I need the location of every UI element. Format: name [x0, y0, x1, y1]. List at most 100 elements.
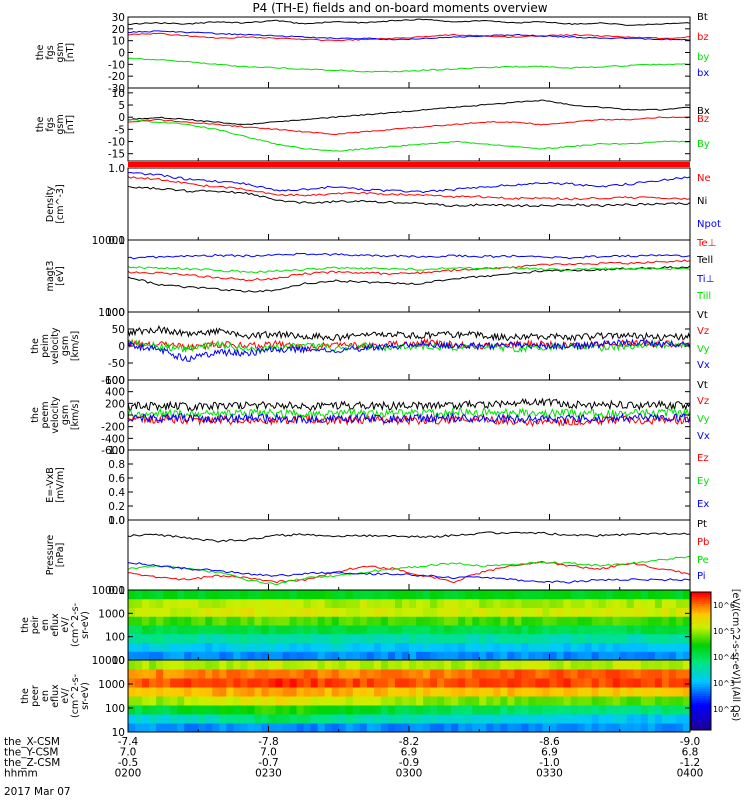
heat-cell: [640, 598, 649, 608]
heat-cell: [437, 616, 445, 626]
heat-cell: [191, 598, 199, 608]
heat-cell: [191, 669, 199, 679]
heat-cell: [149, 687, 157, 697]
heat-cell: [331, 651, 340, 661]
heat-cell: [465, 678, 473, 688]
heat-cell: [626, 616, 635, 626]
heat-cell: [472, 625, 480, 635]
heat-cell: [345, 616, 354, 626]
heat-cell: [310, 642, 319, 652]
heat-cell: [451, 696, 459, 706]
heat-cell: [493, 598, 501, 608]
x-row-value: 6.9: [401, 747, 418, 759]
y-tick-label: 0: [118, 112, 125, 124]
heat-cell: [619, 607, 628, 617]
heat-cell: [177, 660, 185, 670]
heat-cell: [570, 642, 579, 652]
heat-cell: [556, 696, 565, 706]
heat-cell: [535, 633, 543, 643]
heat-cell: [591, 633, 600, 643]
heat-cell: [640, 633, 649, 643]
y-axis-label: peim: [40, 334, 51, 358]
heat-cell: [352, 714, 361, 724]
heat-cell: [394, 660, 403, 670]
heat-cell: [661, 714, 670, 724]
y-tick-label: 10000: [92, 585, 125, 597]
heat-cell: [619, 625, 628, 635]
colorbar-tick-label: 10^2: [713, 705, 735, 714]
x-row-value: 6.8: [682, 747, 699, 759]
heat-cell: [479, 651, 487, 661]
heat-cell: [205, 687, 213, 697]
heat-cell: [549, 607, 558, 617]
heat-cell: [387, 705, 396, 715]
heat-cell: [135, 714, 143, 724]
heat-cell: [465, 633, 473, 643]
heat-cell: [542, 687, 550, 697]
heat-cell: [268, 714, 277, 724]
heat-cell: [577, 705, 586, 715]
heat-cell: [605, 669, 614, 679]
legend-Vy: Vy: [697, 344, 710, 355]
heat-cell: [198, 651, 206, 661]
heat-cell: [570, 633, 579, 643]
heat-cell: [170, 590, 178, 600]
heat-cell: [331, 669, 340, 679]
heat-cell: [458, 669, 466, 679]
y-axis-label: [km/s]: [70, 400, 81, 430]
heat-cell: [577, 678, 586, 688]
heat-cell: [416, 651, 424, 661]
y-tick-label: 20: [112, 24, 125, 36]
heat-cell: [226, 616, 234, 626]
heat-cell: [261, 625, 269, 635]
heat-cell: [486, 607, 494, 617]
heat-cell: [331, 705, 340, 715]
legend-Vx: Vx: [697, 431, 710, 442]
heat-cell: [465, 687, 473, 697]
heat-cell: [359, 616, 368, 626]
heat-cell: [605, 705, 614, 715]
heat-cell: [584, 607, 593, 617]
heat-cell: [514, 590, 522, 600]
colorbar-segment: [691, 621, 711, 625]
heat-cell: [261, 616, 269, 626]
heat-cell: [444, 714, 452, 724]
heat-cell: [233, 607, 241, 617]
heat-cell: [458, 705, 466, 715]
x-row-value: 7.0: [260, 747, 277, 759]
heat-cell: [472, 669, 480, 679]
heat-cell: [163, 660, 171, 670]
heat-cell: [493, 607, 501, 617]
heat-cell: [359, 642, 368, 652]
heat-cell: [226, 660, 234, 670]
heat-cell: [409, 705, 417, 715]
heat-cell: [528, 651, 536, 661]
heat-cell: [212, 590, 220, 600]
heat-cell: [226, 651, 234, 661]
heat-cell: [359, 705, 368, 715]
heat-cell: [282, 590, 291, 600]
heat-cell: [451, 714, 459, 724]
y-axis-label: [nPa]: [55, 543, 66, 568]
heat-cell: [619, 616, 628, 626]
heat-cell: [247, 642, 255, 652]
legend-Ex: Ex: [697, 499, 709, 510]
heat-cell: [654, 723, 663, 733]
heat-cell: [149, 723, 157, 733]
heat-cell: [247, 651, 255, 661]
heat-cell: [268, 705, 277, 715]
heat-cell: [205, 590, 213, 600]
heat-cell: [661, 651, 670, 661]
heat-cell: [205, 669, 213, 679]
heat-cell: [247, 705, 255, 715]
heat-cell: [598, 687, 607, 697]
heat-cell: [486, 590, 494, 600]
heat-cell: [338, 714, 347, 724]
heat-cell: [661, 642, 670, 652]
heat-cell: [542, 642, 550, 652]
colorbar-segment: [691, 661, 711, 664]
heat-cell: [535, 660, 543, 670]
heat-cell: [507, 678, 515, 688]
heat-cell: [430, 669, 438, 679]
